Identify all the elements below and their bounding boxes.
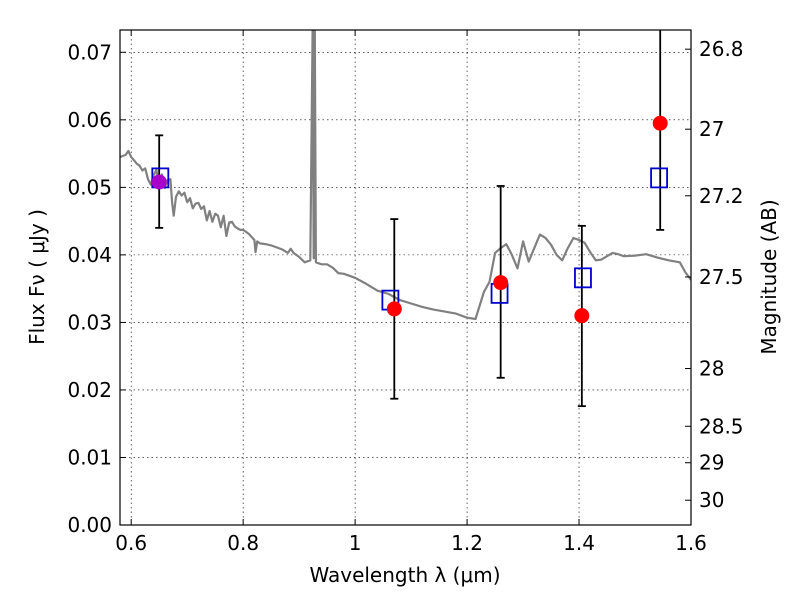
x-tick-label: 0.8 <box>227 531 259 555</box>
x-axis-label: Wavelength λ (μm) <box>309 563 500 587</box>
plot-background <box>120 30 691 525</box>
x-tick-label: 1.2 <box>451 531 483 555</box>
y-tick-label: 0.03 <box>67 310 112 334</box>
x-tick-label: 1.6 <box>675 531 707 555</box>
y-tick-label: 0.02 <box>67 378 112 402</box>
right-axis-label: Magnitude (AB) <box>757 199 781 354</box>
observed-flux-point <box>493 275 509 291</box>
right-tick-label: 29 <box>699 451 724 475</box>
observed-flux-point <box>151 174 167 190</box>
model-photometry-square <box>574 267 592 289</box>
x-tick-label: 0.6 <box>115 531 147 555</box>
y-tick-label: 0.01 <box>67 445 112 469</box>
observed-flux-point <box>574 308 590 324</box>
right-tick-label: 26.8 <box>699 37 744 61</box>
observed-flux-point <box>386 301 402 317</box>
right-tick-label: 27.2 <box>699 184 744 208</box>
plot-frame <box>119 29 692 526</box>
right-tick-label: 28.5 <box>699 414 744 438</box>
y-tick-label: 0.00 <box>67 513 112 537</box>
y-tick-label: 0.07 <box>67 40 112 64</box>
model-spectrum-line <box>120 30 691 321</box>
right-tick-label: 27.5 <box>699 265 744 289</box>
right-tick-label: 30 <box>699 488 724 512</box>
y-axis-label: Flux Fν ( μJy ) <box>25 209 49 345</box>
y-tick-label: 0.05 <box>67 175 112 199</box>
model-photometry-square <box>650 167 668 189</box>
x-tick-label: 1.4 <box>563 531 595 555</box>
y-tick-label: 0.06 <box>67 108 112 132</box>
y-tick-label: 0.04 <box>67 243 112 267</box>
observed-flux-point <box>652 115 668 131</box>
x-tick-label: 1 <box>349 531 362 555</box>
right-tick-label: 27 <box>699 117 724 141</box>
right-tick-label: 28 <box>699 357 724 381</box>
